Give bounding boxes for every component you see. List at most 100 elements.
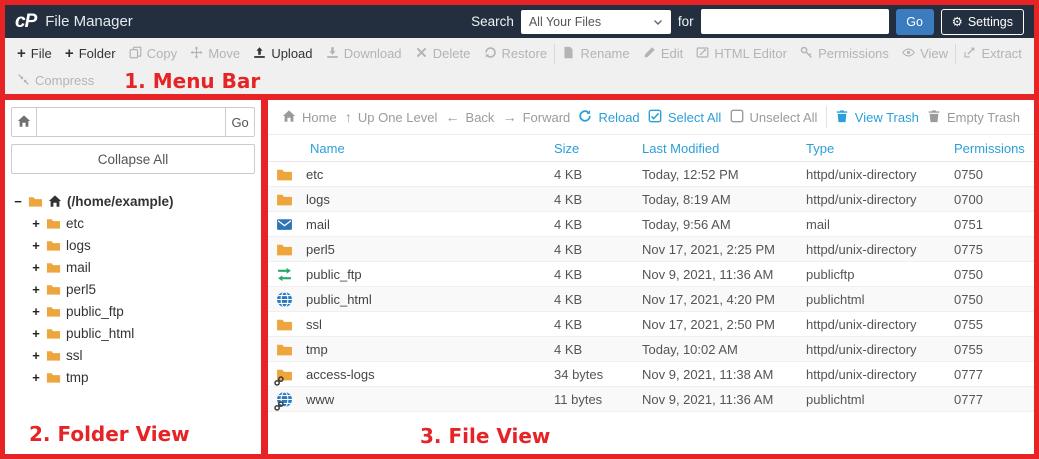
file-modified: Nov 17, 2021, 2:50 PM (634, 311, 798, 337)
file-permissions: 0751 (946, 211, 1034, 237)
left-arrow-icon: ← (445, 109, 460, 125)
menu-item-html-editor[interactable]: HTML Editor (690, 40, 792, 67)
file-type: httpd/unix-directory (798, 336, 946, 362)
menu-item-folder[interactable]: + Folder (59, 40, 122, 67)
checkbox-checked-icon (648, 109, 662, 126)
toolbar-item-label: Forward (522, 109, 571, 125)
tree-item-public-ftp[interactable]: + public_ftp (11, 300, 255, 322)
tree-expand-toggle[interactable]: + (32, 347, 40, 363)
column-header-name[interactable]: Name (268, 135, 546, 162)
menu-item-restore[interactable]: Restore (478, 40, 554, 67)
tree-expand-toggle[interactable]: + (32, 369, 40, 385)
tree-expand-toggle[interactable]: + (32, 259, 40, 275)
table-row-public-ftp[interactable]: public_ftp 4 KB Nov 9, 2021, 11:36 AM pu… (268, 261, 1034, 287)
tree-collapse-toggle[interactable]: − (14, 193, 22, 209)
menu-item-delete[interactable]: Delete (409, 40, 477, 67)
table-row-public-html[interactable]: public_html 4 KB Nov 17, 2021, 4:20 PM p… (268, 286, 1034, 312)
menu-group-divider (554, 43, 556, 64)
menu-item-rename[interactable]: Rename (556, 40, 635, 67)
settings-button[interactable]: ⚙ Settings (940, 8, 1024, 35)
pencil-icon (643, 46, 656, 62)
file-name: access-logs (306, 366, 375, 382)
tree-item-logs[interactable]: + logs (11, 234, 255, 256)
tree-item-perl5[interactable]: + perl5 (11, 278, 255, 300)
menu-group-divider (955, 43, 957, 64)
search-scope-select[interactable]: All Your Files (520, 9, 671, 34)
tree-item-mail[interactable]: + mail (11, 256, 255, 278)
menu-item-compress[interactable]: Compress (11, 67, 100, 94)
collapse-all-button[interactable]: Collapse All (11, 144, 255, 174)
tree-expand-toggle[interactable]: + (32, 325, 40, 341)
menu-item-permissions[interactable]: Permissions (794, 40, 895, 67)
tree-expand-toggle[interactable]: + (32, 281, 40, 297)
menu-item-extract[interactable]: Extract (957, 40, 1027, 67)
reload-icon (578, 109, 592, 126)
table-row-access-logs[interactable]: access-logs 34 bytes Nov 9, 2021, 11:38 … (268, 361, 1034, 387)
tree-item-public-html[interactable]: + public_html (11, 322, 255, 344)
table-row-tmp[interactable]: tmp 4 KB Today, 10:02 AM httpd/unix-dire… (268, 336, 1034, 362)
tree-item-etc[interactable]: + etc (11, 212, 255, 234)
file-size: 4 KB (546, 261, 634, 287)
column-header-permissions[interactable]: Permissions (946, 135, 1034, 162)
column-header-type[interactable]: Type (798, 135, 946, 162)
menu-bar-row-1: + File + Folder Copy Move Upload Downl (11, 40, 1028, 67)
toolbar-unselect-all-button[interactable]: Unselect All (730, 109, 817, 126)
path-go-button[interactable]: Go (226, 107, 255, 137)
tree-item-label: mail (66, 259, 91, 275)
trash-icon (835, 109, 849, 126)
file-name: logs (306, 191, 330, 207)
table-row-www[interactable]: www 11 bytes Nov 9, 2021, 11:36 AM publi… (268, 386, 1034, 412)
content-area: Go Collapse All − (/home/example) + etc … (5, 100, 1034, 454)
table-row-logs[interactable]: logs 4 KB Today, 8:19 AM httpd/unix-dire… (268, 186, 1034, 212)
folder-icon (276, 191, 293, 208)
table-row-mail[interactable]: mail 4 KB Today, 9:56 AM mail 0751 (268, 211, 1034, 237)
file-size: 4 KB (546, 186, 634, 212)
search-input[interactable] (700, 9, 889, 34)
menu-item-download[interactable]: Download (320, 40, 408, 67)
toolbar-item-label: Empty Trash (947, 109, 1020, 125)
tree-root-home[interactable]: − (/home/example) (11, 190, 255, 212)
toolbar-divider (825, 106, 827, 128)
toolbar-home-button[interactable]: Home (282, 109, 337, 126)
file-view-panel: Home ↑ Up One Level ← Back → Forward Rel… (268, 100, 1034, 454)
menu-item-view[interactable]: View (896, 40, 954, 67)
menu-item-file[interactable]: + File (11, 40, 58, 67)
toolbar-up-one-level-button[interactable]: ↑ Up One Level (345, 110, 438, 125)
menu-item-copy[interactable]: Copy (123, 40, 183, 67)
menu-item-label: Copy (146, 46, 178, 61)
table-row-etc[interactable]: etc 4 KB Today, 12:52 PM httpd/unix-dire… (268, 161, 1034, 187)
file-type: httpd/unix-directory (798, 236, 946, 262)
file-modified: Nov 9, 2021, 11:38 AM (634, 361, 798, 387)
folder-icon (46, 284, 61, 295)
tree-expand-toggle[interactable]: + (32, 303, 40, 319)
menu-item-move[interactable]: Move (184, 40, 246, 67)
folder-icon (276, 316, 293, 333)
home-directory-button[interactable] (11, 107, 38, 137)
tree-root-label: (/home/example) (67, 193, 174, 209)
column-header-size[interactable]: Size (546, 135, 634, 162)
table-row-ssl[interactable]: ssl 4 KB Nov 17, 2021, 2:50 PM httpd/uni… (268, 311, 1034, 337)
brand: cP File Manager (15, 11, 133, 33)
toolbar-view-trash-button[interactable]: View Trash (835, 109, 919, 126)
tree-item-tmp[interactable]: + tmp (11, 366, 255, 388)
tree-item-ssl[interactable]: + ssl (11, 344, 255, 366)
toolbar-back-button[interactable]: ← Back (446, 110, 495, 125)
search-label: Search (471, 14, 514, 29)
tree-expand-toggle[interactable]: + (32, 237, 40, 253)
menu-item-label: Download (343, 46, 402, 61)
file-type: mail (798, 211, 946, 237)
menu-item-label: Extract (981, 46, 1022, 61)
toolbar-empty-trash-button[interactable]: Empty Trash (927, 109, 1020, 126)
tree-expand-toggle[interactable]: + (32, 215, 40, 231)
path-input[interactable] (37, 107, 227, 137)
column-header-last-modified[interactable]: Last Modified (634, 135, 798, 162)
toolbar-forward-button[interactable]: → Forward (503, 110, 571, 125)
table-row-perl5[interactable]: perl5 4 KB Nov 17, 2021, 2:25 PM httpd/u… (268, 236, 1034, 262)
folder-icon (46, 350, 61, 361)
menu-item-edit[interactable]: Edit (637, 40, 689, 67)
toolbar-reload-button[interactable]: Reload (578, 109, 640, 126)
toolbar-select-all-button[interactable]: Select All (648, 109, 721, 126)
folder-icon (276, 341, 293, 358)
menu-item-upload[interactable]: Upload (247, 40, 318, 67)
search-go-button[interactable]: Go (895, 8, 934, 35)
